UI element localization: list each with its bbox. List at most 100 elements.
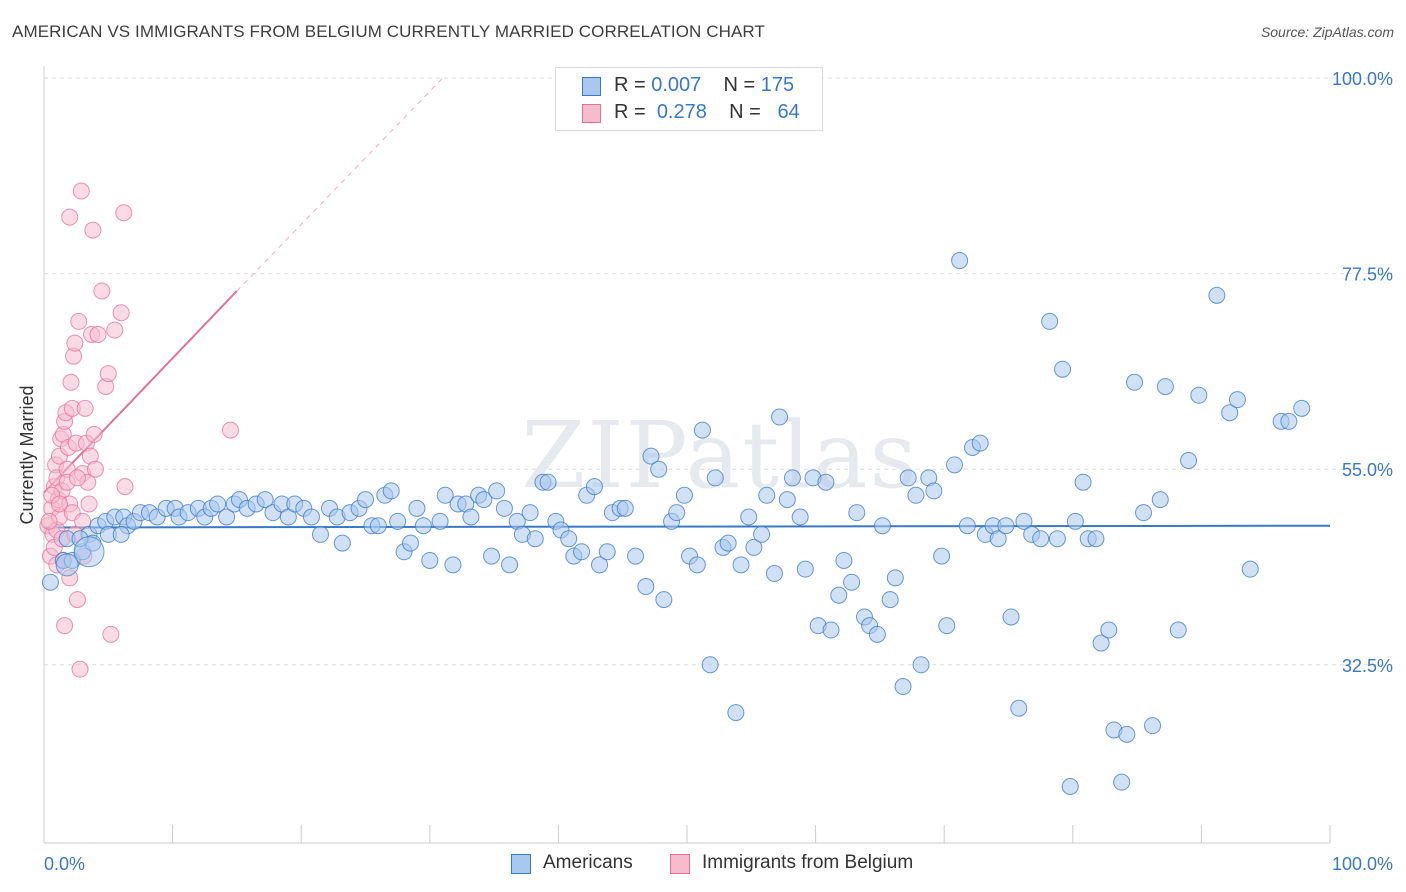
point-americans — [822, 621, 840, 639]
point-americans — [73, 536, 105, 568]
trend-lines — [43, 77, 1331, 529]
point-americans — [1228, 391, 1246, 409]
point-belgium — [106, 321, 124, 339]
point-americans — [1113, 773, 1131, 791]
point-americans — [675, 486, 693, 504]
point-belgium — [56, 617, 74, 635]
point-americans — [881, 591, 899, 609]
point-belgium — [99, 365, 117, 383]
point-americans — [783, 469, 801, 487]
point-americans — [431, 512, 449, 530]
point-americans — [1002, 608, 1020, 626]
point-americans — [41, 573, 59, 591]
point-americans — [389, 512, 407, 530]
point-americans — [951, 252, 969, 270]
point-americans — [311, 525, 329, 543]
point-belgium — [71, 660, 89, 678]
point-americans — [1144, 717, 1162, 735]
swatch-americans — [582, 77, 601, 96]
point-americans — [501, 556, 519, 574]
point-americans — [753, 525, 771, 543]
point-americans — [488, 482, 506, 500]
swatch-belgium — [582, 104, 601, 123]
x-axis-tick-labels: 0.0% 100.0% — [44, 854, 1393, 874]
grid — [44, 77, 1392, 666]
point-americans — [521, 504, 539, 522]
point-americans — [899, 469, 917, 487]
point-americans — [701, 656, 719, 674]
point-belgium — [84, 221, 102, 239]
point-americans — [835, 551, 853, 569]
point-americans — [655, 591, 673, 609]
point-americans — [495, 499, 513, 517]
point-belgium — [116, 478, 134, 496]
point-americans — [989, 530, 1007, 548]
point-belgium — [66, 334, 84, 352]
point-americans — [642, 447, 660, 465]
y-tick-label: 100.0% — [1332, 69, 1393, 89]
trend-line-americans — [43, 524, 1331, 529]
point-americans — [112, 525, 130, 543]
point-belgium — [221, 421, 239, 439]
trend-line-belgium — [43, 290, 238, 494]
point-belgium — [61, 208, 79, 226]
point-americans — [526, 530, 544, 548]
y-tick-label: 32.5% — [1342, 656, 1393, 676]
point-americans — [945, 456, 963, 474]
point-americans — [585, 478, 603, 496]
trend-line-belgium-extension — [236, 77, 444, 292]
point-americans — [1118, 725, 1136, 743]
point-americans — [925, 482, 943, 500]
point-belgium — [112, 304, 130, 322]
point-americans — [817, 473, 835, 491]
r-label: R = — [614, 74, 646, 96]
axes — [43, 66, 1331, 844]
point-americans — [745, 538, 763, 556]
point-belgium — [93, 282, 111, 300]
point-americans — [778, 491, 796, 509]
point-americans — [668, 504, 686, 522]
point-americans — [1048, 530, 1066, 548]
point-americans — [1208, 286, 1226, 304]
point-belgium — [62, 373, 80, 391]
point-americans — [650, 460, 668, 478]
point-americans — [933, 547, 951, 565]
n-label: N = — [723, 74, 756, 96]
point-americans — [218, 508, 236, 526]
y-axis-title: Currently Married — [17, 385, 37, 524]
point-americans — [907, 486, 925, 504]
r-value: 0.278 — [656, 101, 707, 123]
point-americans — [1066, 512, 1084, 530]
point-americans — [302, 508, 320, 526]
point-americans — [616, 499, 634, 517]
r-value: 0.007 — [651, 74, 702, 96]
point-americans — [886, 569, 904, 587]
data-points — [39, 182, 1311, 795]
point-americans — [873, 517, 891, 535]
point-americans — [997, 517, 1015, 535]
point-americans — [848, 504, 866, 522]
point-americans — [560, 530, 578, 548]
point-americans — [1221, 404, 1239, 422]
point-americans — [688, 556, 706, 574]
point-americans — [436, 486, 454, 504]
point-belgium — [68, 591, 86, 609]
point-americans — [333, 534, 351, 552]
point-americans — [475, 491, 493, 509]
point-americans — [1190, 386, 1208, 404]
point-belgium — [70, 312, 88, 330]
point-americans — [1280, 412, 1298, 430]
correlation-legend: R = 0.007 N = 175 R = 0.278 N = 64 — [555, 67, 823, 131]
point-belgium — [89, 325, 107, 343]
point-americans — [1293, 399, 1311, 417]
point-belgium — [115, 204, 133, 222]
point-americans — [444, 556, 462, 574]
point-americans — [1041, 312, 1059, 330]
y-tick-label: 77.5% — [1342, 265, 1393, 285]
point-americans — [765, 565, 783, 583]
n-value: 175 — [760, 74, 795, 96]
point-americans — [1061, 777, 1079, 795]
point-americans — [402, 534, 420, 552]
point-americans — [1087, 530, 1105, 548]
point-americans — [693, 421, 711, 439]
